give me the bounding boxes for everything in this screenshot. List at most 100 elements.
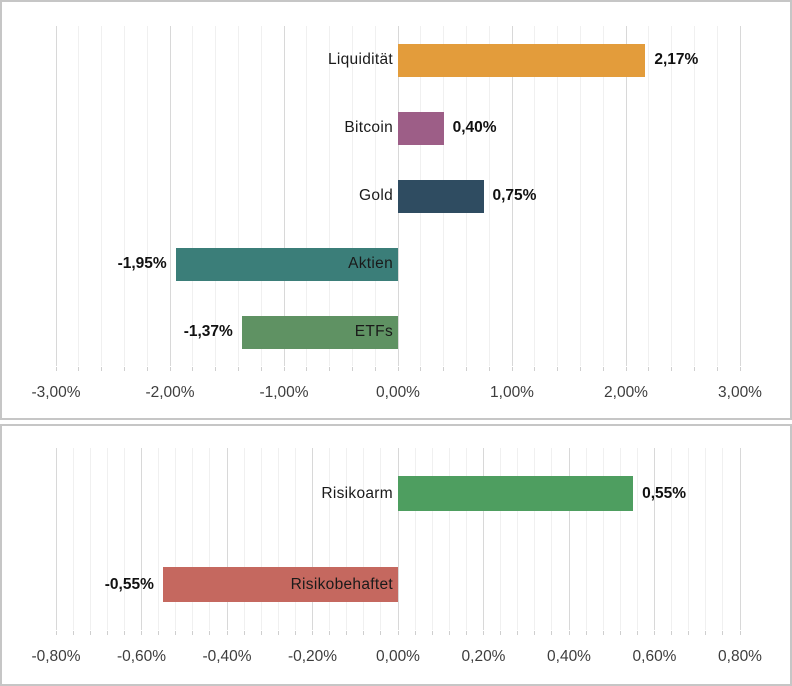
minor-gridline bbox=[329, 26, 331, 366]
x-axis-tick-label: 0,40% bbox=[547, 648, 591, 665]
axis-tick bbox=[158, 631, 160, 635]
major-gridline bbox=[55, 448, 57, 630]
minor-gridline bbox=[431, 448, 433, 630]
axis-tick bbox=[483, 631, 484, 635]
minor-gridline bbox=[329, 448, 331, 630]
minor-gridline bbox=[671, 26, 673, 366]
axis-tick bbox=[488, 367, 490, 371]
axis-tick bbox=[294, 631, 296, 635]
major-gridline bbox=[739, 448, 741, 630]
minor-gridline bbox=[557, 26, 559, 366]
axis-tick bbox=[243, 631, 245, 635]
axis-tick bbox=[141, 631, 142, 635]
major-gridline bbox=[483, 448, 484, 630]
data-label-aktien: -1,95% bbox=[117, 255, 167, 272]
x-axis-tick-label: 0,00% bbox=[376, 648, 420, 665]
minor-gridline bbox=[158, 448, 160, 630]
axis-tick bbox=[397, 367, 399, 371]
axis-tick bbox=[283, 367, 285, 371]
axis-tick bbox=[619, 631, 621, 635]
axis-tick bbox=[363, 631, 365, 635]
x-axis-tick-label: -2,00% bbox=[145, 384, 195, 401]
axis-tick bbox=[306, 367, 308, 371]
risk-group-plot-area bbox=[55, 448, 741, 630]
axis-tick bbox=[585, 631, 587, 635]
major-gridline bbox=[283, 26, 285, 366]
data-label-liquidit-t: 2,17% bbox=[654, 51, 699, 68]
axis-tick bbox=[260, 367, 262, 371]
major-gridline bbox=[141, 448, 142, 630]
bar-risikoarm[interactable] bbox=[398, 476, 634, 511]
data-label-gold: 0,75% bbox=[492, 187, 537, 204]
category-label-aktien: Aktien bbox=[348, 255, 393, 272]
axis-tick bbox=[448, 631, 450, 635]
axis-tick bbox=[374, 367, 376, 371]
axis-tick bbox=[739, 367, 741, 371]
axis-tick bbox=[414, 631, 416, 635]
minor-gridline bbox=[351, 26, 353, 366]
axis-tick bbox=[722, 631, 724, 635]
minor-gridline bbox=[277, 448, 279, 630]
bar-aktien[interactable] bbox=[175, 247, 398, 281]
minor-gridline bbox=[380, 448, 382, 630]
axis-tick bbox=[123, 631, 125, 635]
minor-gridline bbox=[346, 448, 348, 630]
minor-gridline bbox=[579, 26, 581, 366]
x-axis-tick-label: 3,00% bbox=[718, 384, 762, 401]
major-gridline bbox=[511, 26, 513, 366]
data-label-risikobehaftet: -0,55% bbox=[104, 575, 154, 593]
category-label-liquidit-t: Liquidität bbox=[327, 51, 393, 68]
minor-gridline bbox=[688, 448, 690, 630]
axis-tick bbox=[579, 367, 581, 371]
axis-tick bbox=[346, 631, 348, 635]
axis-tick bbox=[602, 367, 604, 371]
minor-gridline bbox=[705, 448, 707, 630]
axis-tick bbox=[192, 367, 194, 371]
minor-gridline bbox=[636, 448, 638, 630]
category-label-risikoarm: Risikoarm bbox=[321, 484, 393, 502]
minor-gridline bbox=[374, 26, 376, 366]
minor-gridline bbox=[671, 448, 673, 630]
minor-gridline bbox=[106, 448, 108, 630]
minor-gridline bbox=[175, 448, 177, 630]
axis-tick bbox=[636, 631, 638, 635]
bar-liquidit-t[interactable] bbox=[398, 43, 646, 77]
minor-gridline bbox=[716, 26, 718, 366]
axis-tick bbox=[443, 367, 445, 371]
axis-tick bbox=[511, 367, 513, 371]
data-label-risikoarm: 0,55% bbox=[642, 484, 687, 502]
major-gridline bbox=[312, 448, 313, 630]
axis-tick bbox=[277, 631, 279, 635]
axis-tick bbox=[534, 631, 536, 635]
data-label-bitcoin: 0,40% bbox=[452, 119, 497, 136]
axis-tick bbox=[55, 631, 57, 635]
bar-risikobehaftet[interactable] bbox=[162, 567, 398, 602]
major-gridline bbox=[226, 448, 228, 630]
minor-gridline bbox=[260, 448, 262, 630]
axis-tick bbox=[175, 631, 177, 635]
axis-tick bbox=[551, 631, 553, 635]
axis-tick bbox=[237, 367, 239, 371]
major-gridline bbox=[55, 26, 57, 366]
x-axis-tick-label: 0,20% bbox=[461, 648, 506, 665]
major-gridline bbox=[397, 448, 399, 630]
axis-tick bbox=[351, 367, 353, 371]
major-gridline bbox=[625, 26, 627, 366]
x-axis-tick-label: 0,60% bbox=[632, 648, 677, 665]
axis-tick bbox=[72, 631, 74, 635]
axis-tick bbox=[78, 367, 80, 371]
minor-gridline bbox=[294, 448, 296, 630]
minor-gridline bbox=[89, 448, 91, 630]
axis-tick bbox=[55, 367, 57, 371]
axis-tick bbox=[215, 367, 217, 371]
minor-gridline bbox=[648, 26, 650, 366]
bar-etfs[interactable] bbox=[241, 315, 398, 349]
axis-tick bbox=[420, 367, 422, 371]
axis-tick bbox=[146, 367, 148, 371]
x-axis-tick-label: -3,00% bbox=[31, 384, 81, 401]
minor-gridline bbox=[602, 26, 604, 366]
bar-gold[interactable] bbox=[398, 179, 484, 213]
bar-bitcoin[interactable] bbox=[398, 111, 444, 145]
x-axis-tick-label: 1,00% bbox=[490, 384, 534, 401]
